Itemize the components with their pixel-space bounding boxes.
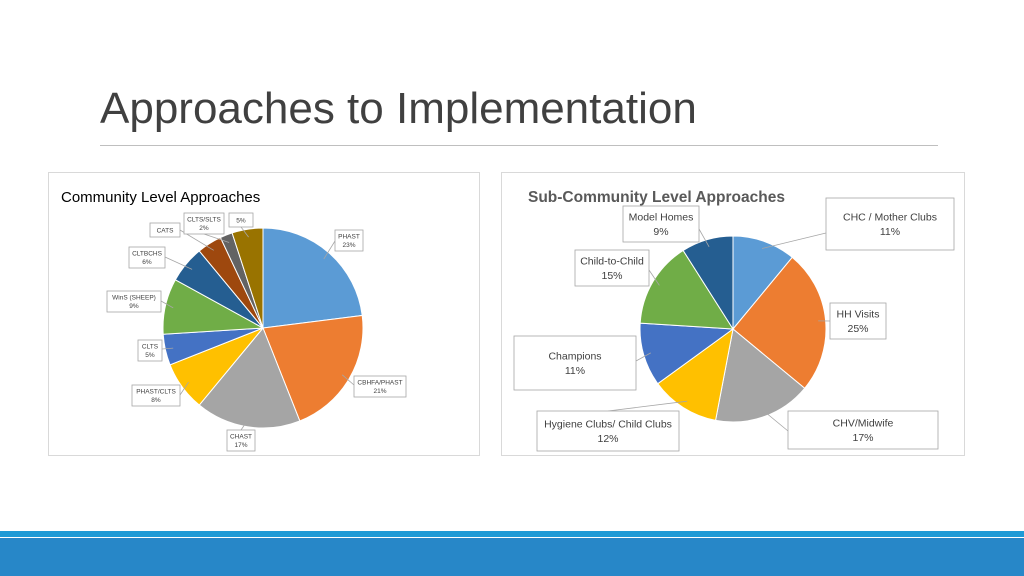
pie-slice-hygiene-clubs-child-clubs — [657, 327, 734, 421]
title-divider — [100, 145, 938, 146]
pie-slice-phast — [262, 227, 363, 329]
data-label-category: Child-to-Child — [580, 255, 644, 267]
data-label-chv-midwife: CHV/Midwife 17% — [761, 409, 939, 450]
data-label-value: 12% — [597, 433, 618, 445]
pie-slice-cbhfa-phast — [262, 314, 364, 422]
data-label-value: 9% — [129, 303, 139, 310]
data-label-champions: Champions 11% — [513, 335, 651, 391]
data-label-value: 5% — [236, 217, 246, 224]
data-label-hh-visits: HH Visits 25% — [818, 302, 887, 340]
data-label-chc-mother-clubs: CHC / Mother Clubs 11% — [761, 197, 955, 251]
data-label-category: CHC / Mother Clubs — [843, 211, 937, 223]
data-label-category: HH Visits — [837, 308, 880, 320]
data-label-category: CLTS/SLTS — [187, 217, 221, 224]
pie-slice-model-homes — [682, 235, 734, 331]
data-label-category: Champions — [548, 350, 601, 362]
sub-community-level-chart: Sub-Community Level Approaches CHC / Moth… — [501, 172, 965, 456]
data-label-category: WinS (SHEEP) — [112, 295, 156, 302]
data-label-category: CLTS — [142, 344, 159, 351]
data-label-category: CHAST — [230, 434, 252, 441]
data-label-value: 17% — [852, 432, 873, 444]
pie-slice-chv-midwife — [714, 328, 806, 423]
chart-title: Community Level Approaches — [61, 189, 260, 206]
data-label-value: 15% — [601, 270, 622, 282]
data-label-value: CATS — [157, 227, 175, 234]
data-label-value: 17% — [234, 442, 247, 449]
footer-band — [0, 538, 1024, 576]
data-label-category: CLTBCHS — [132, 251, 163, 258]
data-label-category: CBHFA/PHAST — [357, 380, 402, 387]
data-label-wins-sheep: WinS (SHEEP)9% — [106, 290, 174, 313]
data-label-child-to-child: Child-to-Child 15% — [574, 249, 660, 287]
data-label-value: 11% — [880, 226, 900, 238]
data-label-value: 5% — [145, 352, 155, 359]
data-label-value: 2% — [199, 225, 209, 232]
data-label-model-homes: Model Homes 9% — [622, 205, 710, 247]
chart-title: Sub-Community Level Approaches — [528, 189, 785, 206]
data-label-hygiene-clubs-child-clubs: Hygiene Clubs/ Child Clubs 12% — [536, 400, 688, 452]
data-label-category: PHAST — [338, 234, 360, 241]
footer-accent-line — [0, 531, 1024, 537]
data-label-category: Hygiene Clubs/ Child Clubs — [544, 418, 672, 430]
pie-slice-hh-visits — [732, 256, 827, 389]
pie-slice-chast — [198, 327, 301, 429]
data-label-value: 11% — [565, 365, 585, 377]
data-label-value: 9% — [653, 226, 668, 238]
data-label-category: CHV/Midwife — [833, 417, 894, 429]
data-label-value: 6% — [142, 259, 152, 266]
data-label-value: 25% — [847, 323, 868, 335]
pie-slice-child-to-child — [639, 249, 734, 330]
data-label-value: 21% — [373, 388, 386, 395]
pie-slice-slice-9 — [231, 227, 264, 329]
community-level-chart: Community Level Approaches PHAST 23% CBHFA/… — [48, 172, 480, 456]
data-label-slice-9: 5% — [228, 212, 254, 238]
slide-title: Approaches to Implementation — [100, 84, 697, 133]
data-label-value: 23% — [342, 242, 355, 249]
data-label-category: Model Homes — [629, 211, 694, 223]
data-label-category: PHAST/CLTS — [136, 389, 176, 396]
data-label-value: 8% — [151, 397, 161, 404]
